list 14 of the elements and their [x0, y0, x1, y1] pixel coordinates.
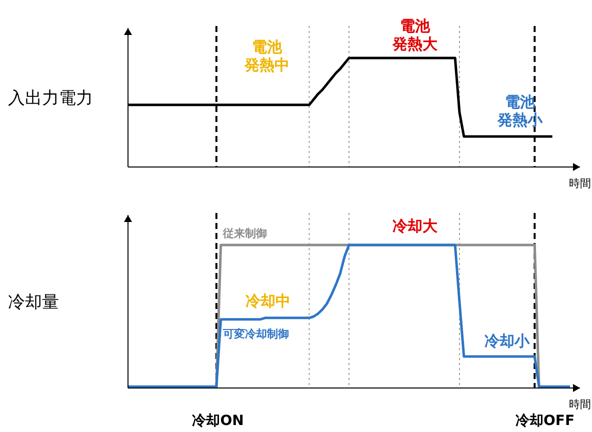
- annotation: 電池発熱小: [496, 93, 544, 129]
- x-axis-title: 時間: [569, 177, 591, 190]
- series-label: 可変冷却制御: [222, 327, 289, 340]
- text: 冷却大: [392, 217, 438, 235]
- annotation: 電池発熱中: [244, 38, 290, 74]
- y-axis-title: 入出力電力: [8, 88, 93, 108]
- text: 冷却ON: [192, 413, 244, 429]
- series-label: 従来制御: [222, 227, 267, 240]
- annotation: 冷却小: [484, 332, 530, 350]
- x-axis-title: 時間: [569, 398, 591, 411]
- annotation: 冷却中: [246, 292, 290, 310]
- text: 電池発熱大: [392, 17, 438, 53]
- text: 冷却OFF: [515, 413, 575, 429]
- y-axis-title: 冷却量: [8, 292, 59, 312]
